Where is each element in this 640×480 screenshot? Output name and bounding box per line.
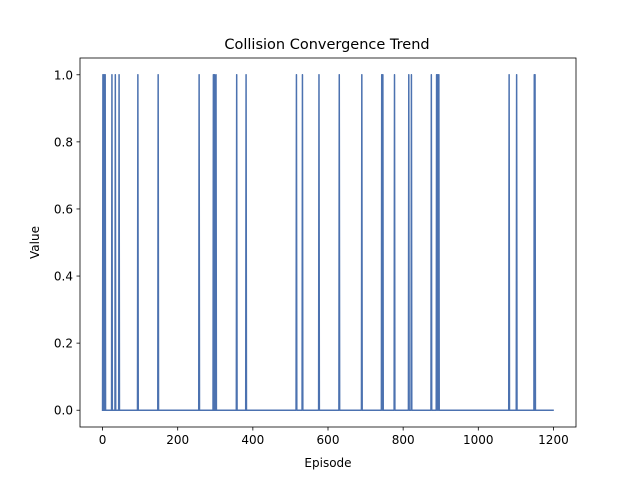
chart-title: Collision Convergence Trend: [224, 37, 429, 53]
y-tick-label: 1.0: [54, 68, 73, 82]
x-tick-label: 1200: [538, 433, 569, 447]
y-tick-label: 0.0: [54, 404, 73, 418]
x-axis-label: Episode: [304, 456, 351, 470]
y-tick-label: 0.8: [54, 135, 73, 149]
x-tick-label: 600: [317, 433, 340, 447]
x-tick-label: 0: [99, 433, 107, 447]
x-tick-label: 200: [166, 433, 189, 447]
y-tick-label: 0.2: [54, 337, 73, 351]
y-tick-label: 0.6: [54, 202, 73, 216]
y-tick-label: 0.4: [54, 270, 73, 284]
x-tick-label: 1000: [463, 433, 494, 447]
y-axis-label: Value: [28, 226, 42, 259]
x-tick-label: 400: [241, 433, 264, 447]
x-tick-label: 800: [392, 433, 415, 447]
